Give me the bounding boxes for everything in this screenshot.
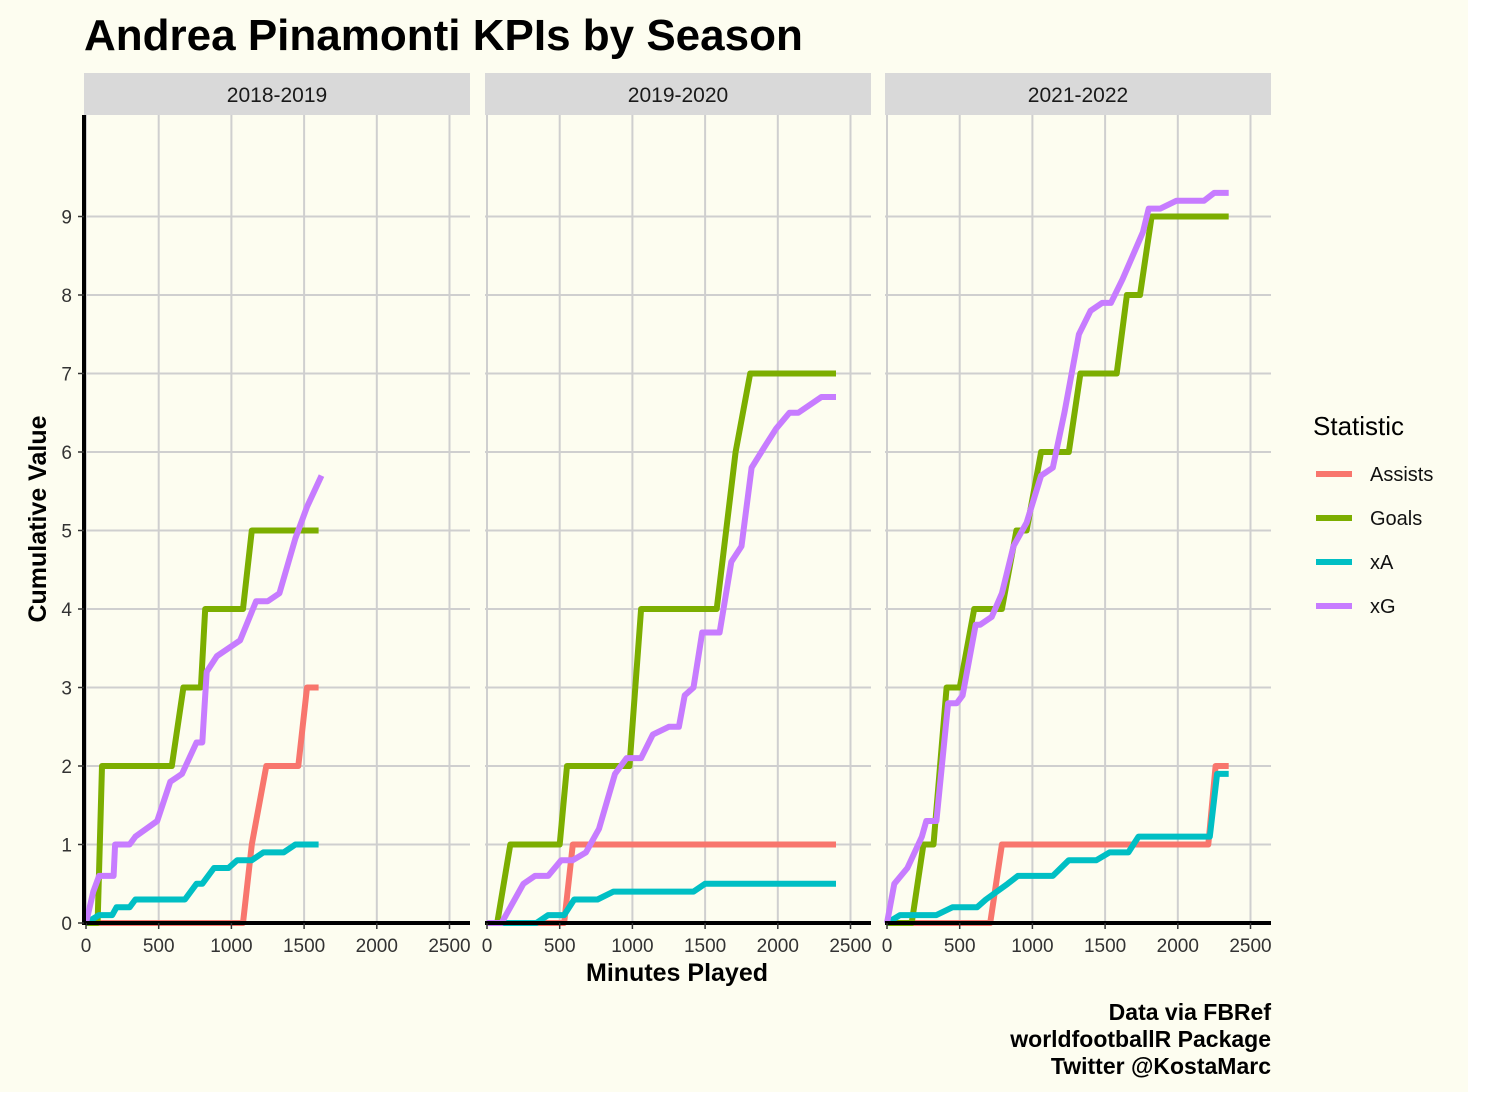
- x-tick-label: 2000: [757, 936, 799, 957]
- x-tick-label: 0: [482, 936, 493, 957]
- series-line-xA: [885, 770, 1229, 926]
- y-tick-label: 7: [61, 365, 72, 386]
- legend-label: Assists: [1370, 464, 1433, 486]
- facet-label: 2021-2022: [1028, 84, 1128, 107]
- y-tick-label: 0: [61, 914, 72, 935]
- legend: Statistic Assists Goals xA xG: [1313, 411, 1433, 618]
- legend-item-xA: xA: [1316, 552, 1394, 574]
- facet-label: 2019-2020: [628, 84, 728, 107]
- x-tick-label: 1000: [611, 936, 653, 957]
- series-line-xG: [487, 394, 836, 926]
- series-line-xG: [83, 474, 325, 924]
- y-tick-label: 1: [61, 836, 72, 857]
- x-tick-label: 500: [544, 936, 576, 957]
- facet-strip: [485, 73, 871, 115]
- caption: Data via FBRef worldfootballR Package Tw…: [1009, 999, 1271, 1079]
- y-tick-label: 9: [61, 208, 72, 229]
- y-tick-label: 8: [61, 286, 72, 307]
- x-tick-label: 2000: [356, 936, 398, 957]
- x-tick-label: 500: [944, 936, 976, 957]
- y-tick-label: 6: [61, 443, 72, 464]
- x-axis-title: Minutes Played: [586, 959, 768, 987]
- x-tick-label: 2500: [829, 936, 871, 957]
- x-tick-label: 2500: [428, 936, 470, 957]
- plot-background: Andrea Pinamonti KPIs by Season 2018-201…: [0, 0, 1468, 1092]
- legend-item-xG: xG: [1316, 596, 1396, 618]
- panel-2018-2019: 2018-2019 0 500 1000 1500 2000 2500 0 1 2 3 4 5 6 7 8 9: [61, 73, 471, 957]
- y-tick-label: 3: [61, 679, 72, 700]
- facet-label: 2018-2019: [227, 84, 327, 107]
- x-tick-label: 2500: [1229, 936, 1271, 957]
- facet-strip: [885, 73, 1271, 115]
- series-line-xA: [84, 841, 319, 926]
- gridlines: [485, 115, 871, 924]
- facet-strip: [84, 73, 470, 115]
- caption-line-3: Twitter @KostaMarc: [1051, 1053, 1271, 1079]
- series-line-xA: [487, 880, 836, 926]
- panel-2019-2020: 2019-2020 0 500 1000 1500 2000 2500: [482, 73, 872, 957]
- x-tick-label: 2000: [1157, 936, 1199, 957]
- legend-title: Statistic: [1313, 411, 1404, 441]
- x-tick-label: 1500: [684, 936, 726, 957]
- faceted-line-chart: Andrea Pinamonti KPIs by Season 2018-201…: [24, 11, 1433, 1079]
- legend-label: Goals: [1370, 508, 1422, 530]
- x-tick-label: 0: [81, 936, 92, 957]
- caption-line-2: worldfootballR Package: [1009, 1026, 1271, 1052]
- x-tick-label: 500: [143, 936, 175, 957]
- gridlines: [84, 115, 470, 924]
- series-line-xG: [884, 189, 1229, 924]
- y-tick-label: 5: [61, 522, 72, 543]
- panel-2021-2022: 2021-2022 0 500 1000 1500 2000 2500: [882, 73, 1272, 957]
- x-tick-label: 0: [882, 936, 893, 957]
- legend-item-Goals: Goals: [1316, 508, 1422, 530]
- y-tick-label: 4: [61, 600, 72, 621]
- legend-label: xG: [1370, 596, 1396, 618]
- y-tick-label: 2: [61, 757, 72, 778]
- chart-title: Andrea Pinamonti KPIs by Season: [84, 11, 803, 60]
- legend-item-Assists: Assists: [1316, 464, 1433, 486]
- series-line-Goals: [86, 527, 319, 926]
- caption-line-1: Data via FBRef: [1109, 999, 1272, 1025]
- x-tick-label: 1500: [283, 936, 325, 957]
- x-tick-label: 1000: [1011, 936, 1053, 957]
- series-line-Goals: [487, 370, 836, 926]
- x-tick-label: 1500: [1084, 936, 1126, 957]
- legend-label: xA: [1370, 552, 1394, 574]
- y-axis-title: Cumulative Value: [24, 415, 52, 622]
- x-tick-label: 1000: [210, 936, 252, 957]
